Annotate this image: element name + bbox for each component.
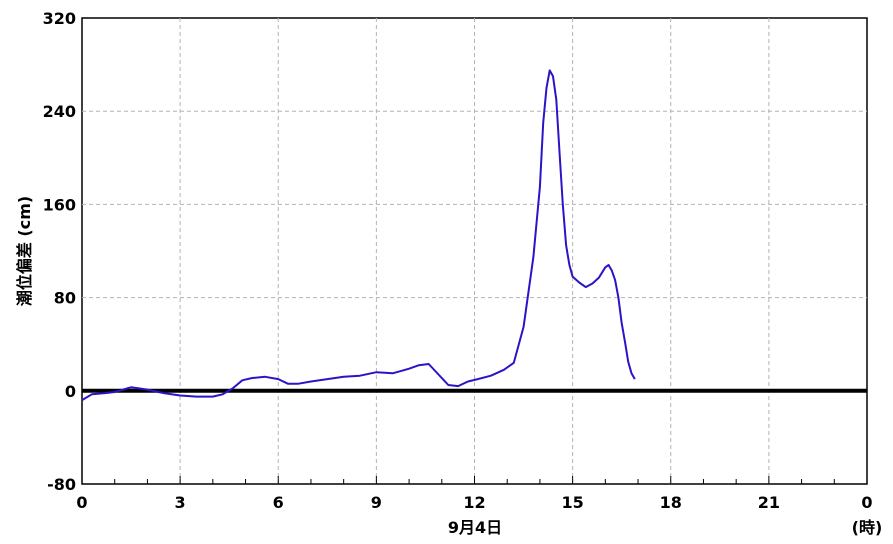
x-tick-label: 9	[371, 493, 382, 512]
minor-ticks	[81, 476, 868, 484]
y-axis-label: 潮位偏差 (cm)	[15, 196, 34, 306]
y-tick-label: 320	[43, 9, 76, 28]
x-tick-label: 6	[273, 493, 284, 512]
x-tick-labels: 0 3 6 9 12 15 18 21 0	[76, 493, 872, 512]
y-tick-label: 240	[43, 102, 76, 121]
x-tick-label: 15	[561, 493, 583, 512]
y-tick-label: 80	[54, 289, 76, 308]
y-tick-label: -80	[47, 475, 76, 494]
x-tick-label: 12	[463, 493, 485, 512]
grid-lines	[82, 18, 867, 484]
x-tick-label: 21	[758, 493, 780, 512]
x-tick-label: 0	[861, 493, 872, 512]
x-axis-unit: (時)	[852, 518, 883, 537]
x-tick-label: 18	[660, 493, 682, 512]
x-tick-label: 0	[76, 493, 87, 512]
y-tick-label: 160	[43, 195, 76, 214]
y-tick-labels: -80 0 80 160 240 320	[43, 9, 76, 494]
series-line	[81, 69, 636, 401]
x-axis-label: 9月4日	[448, 518, 502, 537]
y-tick-label: 0	[65, 382, 76, 401]
x-tick-label: 3	[175, 493, 186, 512]
